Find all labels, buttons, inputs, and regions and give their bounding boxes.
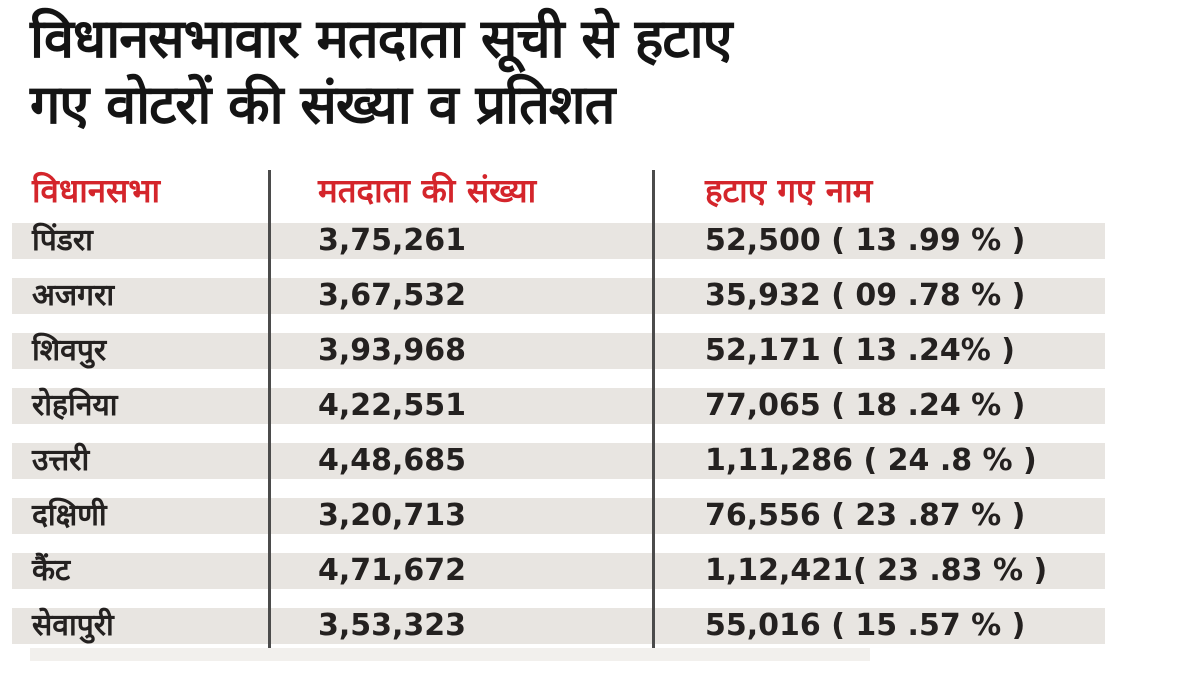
voter-count: 3,93,968 [318,333,467,368]
table-row: पिंडरा 3,75,261 52,500 ( 13 .99 % ) [12,223,1105,259]
voter-count: 3,20,713 [318,498,467,533]
page-title: विधानसभावार मतदाता सूची से हटाए गए वोटरो… [30,6,732,138]
removed-count: 35,932 ( 09 .78 % ) [705,278,1026,313]
assembly-name: कैंट [32,553,71,588]
removed-count: 52,500 ( 13 .99 % ) [705,223,1026,258]
header-removed-names: हटाए गए नाम [705,170,873,210]
table-row: उत्तरी 4,48,685 1,11,286 ( 24 .8 % ) [12,443,1105,479]
table-row: शिवपुर 3,93,968 52,171 ( 13 .24% ) [12,333,1105,369]
removed-count: 52,171 ( 13 .24% ) [705,333,1015,368]
voter-count: 3,67,532 [318,278,467,313]
assembly-name: दक्षिणी [32,498,107,533]
assembly-name: शिवपुर [32,333,107,368]
voter-count: 3,75,261 [318,223,467,258]
table-row: दक्षिणी 3,20,713 76,556 ( 23 .87 % ) [12,498,1105,534]
removed-count: 1,11,286 ( 24 .8 % ) [705,443,1037,478]
removed-count: 77,065 ( 18 .24 % ) [705,388,1026,423]
print-artifact-strip [30,648,870,661]
header-voter-count: मतदाता की संख्या [318,170,537,210]
table-body: पिंडरा 3,75,261 52,500 ( 13 .99 % ) अजगर… [0,223,1200,644]
table-row: कैंट 4,71,672 1,12,421( 23 .83 % ) [12,553,1105,589]
assembly-name: सेवापुरी [32,608,114,643]
voter-count: 4,71,672 [318,553,467,588]
header-assembly: विधानसभा [32,170,161,210]
assembly-name: अजगरा [32,278,115,313]
page-title-line1: विधानसभावार मतदाता सूची से हटाए [30,7,732,70]
table-header-row: विधानसभा मतदाता की संख्या हटाए गए नाम [12,165,1105,213]
voter-count: 3,53,323 [318,608,467,643]
assembly-name: उत्तरी [32,443,90,478]
removed-count: 76,556 ( 23 .87 % ) [705,498,1026,533]
column-divider-1 [268,170,271,648]
voter-table: विधानसभा मतदाता की संख्या हटाए गए नाम पि… [0,165,1200,663]
table-row: अजगरा 3,67,532 35,932 ( 09 .78 % ) [12,278,1105,314]
removed-count: 1,12,421( 23 .83 % ) [705,553,1048,588]
table-row: रोहनिया 4,22,551 77,065 ( 18 .24 % ) [12,388,1105,424]
voter-count: 4,48,685 [318,443,467,478]
assembly-name: रोहनिया [32,388,118,423]
table-row: सेवापुरी 3,53,323 55,016 ( 15 .57 % ) [12,608,1105,644]
column-divider-2 [652,170,655,648]
voter-count: 4,22,551 [318,388,467,423]
page-title-line2: गए वोटरों की संख्या व प्रतिशत [30,72,615,136]
removed-count: 55,016 ( 15 .57 % ) [705,608,1026,643]
assembly-name: पिंडरा [32,223,93,258]
